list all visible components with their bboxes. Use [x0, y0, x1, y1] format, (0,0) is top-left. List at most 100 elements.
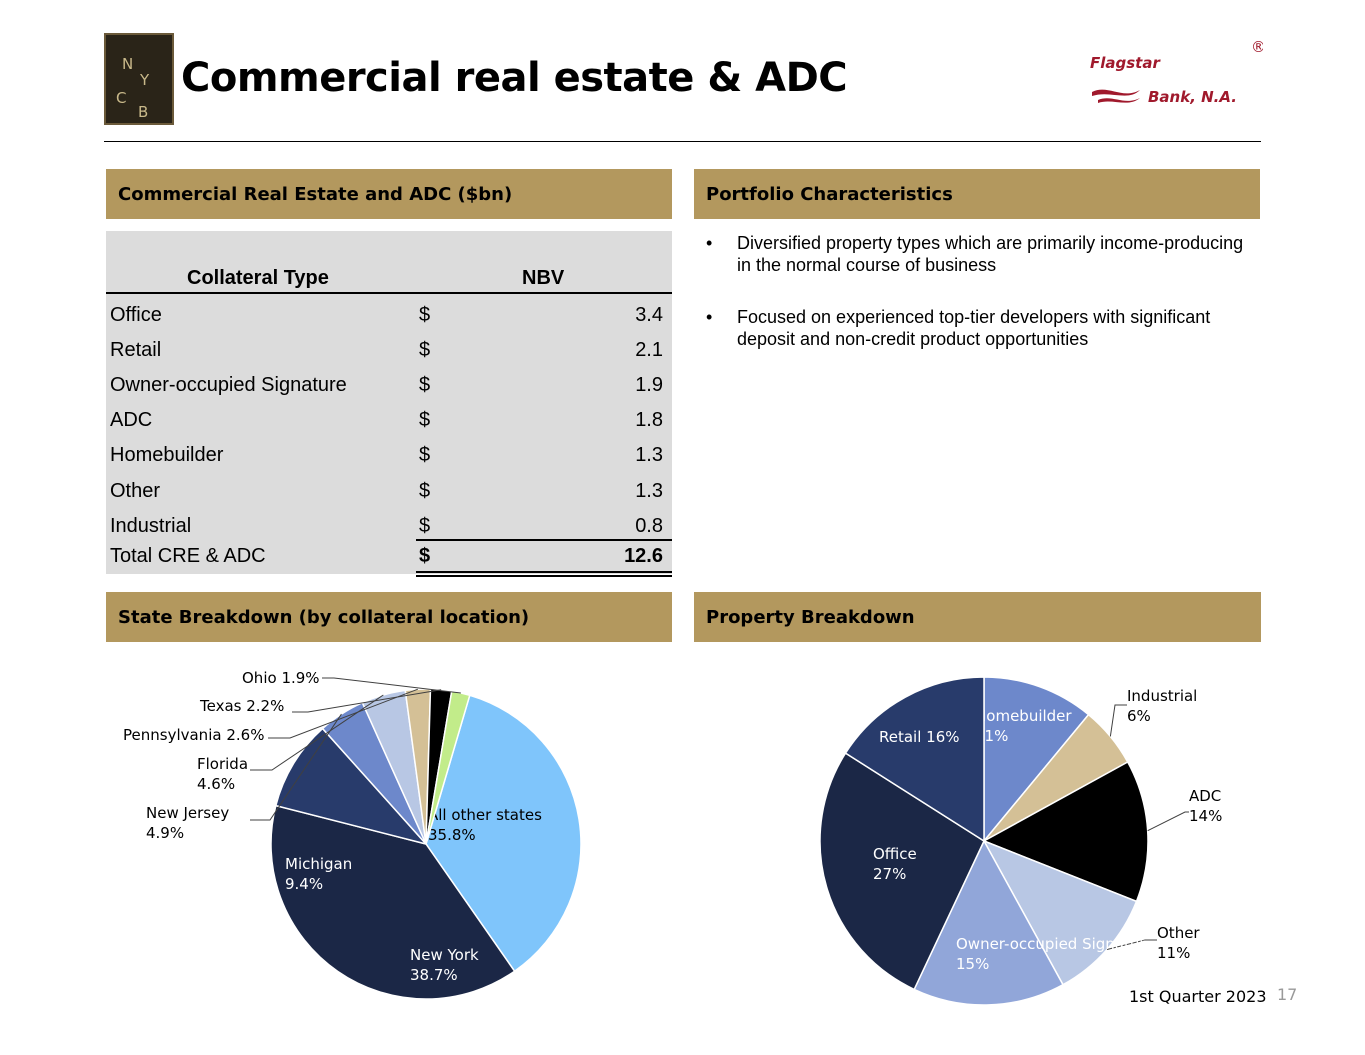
- slice-label: Florida: [197, 755, 248, 773]
- nbv-header: NBV: [522, 267, 565, 289]
- pie-slice: [982, 839, 1138, 986]
- leader-line: [1109, 704, 1127, 737]
- total-value: 12.6: [624, 545, 663, 567]
- table-row-currency: $: [419, 444, 431, 466]
- slice-label: Other: [1157, 924, 1200, 942]
- slice-label: All other states: [428, 806, 542, 824]
- leader-line: [322, 677, 461, 694]
- table-header-rule: [106, 292, 672, 294]
- total-double-rule-1: [416, 571, 672, 573]
- collateral-table: [106, 231, 672, 574]
- state-section-header: State Breakdown (by collateral location): [106, 592, 672, 642]
- slice-label-name: Industrial: [1127, 687, 1197, 705]
- slice-label: 15%: [956, 955, 989, 973]
- pie-slice: [844, 676, 985, 843]
- slice-label-name: Florida: [197, 755, 248, 773]
- pie-slice: [274, 727, 429, 846]
- leader-line: [250, 694, 384, 771]
- slice-label: New York: [410, 946, 479, 964]
- bullet-text: Diversified property types which are pri…: [737, 233, 1244, 275]
- slice-label: Pennsylvania 2.6%: [123, 726, 264, 744]
- slice-label-value: 6%: [1127, 707, 1151, 725]
- svg-text:Y: Y: [139, 71, 150, 89]
- slice-label: 4.6%: [197, 775, 235, 793]
- slice-label: Michigan: [285, 855, 352, 873]
- svg-text:C: C: [116, 89, 126, 107]
- slice-label-value: 35.8%: [428, 826, 476, 844]
- slice-label-value: 9.4%: [285, 875, 323, 893]
- table-row-value: 0.8: [635, 515, 663, 537]
- leader-line: [1106, 939, 1157, 950]
- leader-line: [250, 713, 342, 821]
- slice-label-value: 2.2%: [246, 697, 284, 715]
- table-row-label: Homebuilder: [110, 444, 224, 466]
- table-row-label: Office: [110, 304, 162, 326]
- slice-label: 14%: [1189, 807, 1222, 825]
- svg-text:Bank, N.A.: Bank, N.A.: [1148, 88, 1237, 106]
- slice-label: Owner-occupied Signature: [956, 935, 1154, 953]
- total-currency: $: [419, 545, 431, 567]
- slice-label-name: New Jersey: [146, 804, 229, 822]
- table-row-label: Retail: [110, 339, 162, 361]
- slice-label: 35.8%: [428, 826, 476, 844]
- slice-label: Industrial: [1127, 687, 1197, 705]
- table-row-label: Industrial: [110, 515, 192, 537]
- table-row-value: 3.4: [635, 304, 663, 326]
- table-row-value: 1.3: [635, 480, 663, 502]
- slice-label-name: New York: [410, 946, 479, 964]
- slice-label-value: 4.6%: [197, 775, 235, 793]
- slice-label-name: ADC: [1189, 787, 1221, 805]
- pie-slice: [819, 752, 985, 991]
- total-top-rule: [416, 539, 672, 541]
- table-row-label: Other: [110, 480, 161, 502]
- total-double-rule-2: [416, 575, 672, 577]
- slice-label: 27%: [873, 865, 906, 883]
- property-pie-chart: Homebuilder11%Industrial6%ADC14%Other11%…: [819, 676, 1222, 1006]
- slice-label: Texas 2.2%: [199, 697, 284, 715]
- slice-label: Retail 16%: [879, 728, 960, 746]
- table-row-currency: $: [419, 374, 431, 396]
- svg-text:B: B: [138, 103, 148, 121]
- slice-label-value: 38.7%: [410, 966, 458, 984]
- slice-label-name: Other: [1157, 924, 1200, 942]
- leader-line: [1147, 811, 1189, 832]
- slice-label: Office: [873, 845, 917, 863]
- total-label: Total CRE & ADC: [110, 545, 266, 567]
- slice-label: 11%: [1157, 944, 1190, 962]
- table-row-value: 1.9: [635, 374, 663, 396]
- svg-text:Flagstar: Flagstar: [1090, 54, 1161, 72]
- state-pie-chart: All other states 35.8% New York 38.7% Michig…: [123, 669, 582, 1000]
- table-row-label: Owner-occupied Signature: [110, 374, 347, 396]
- slice-label: Homebuilder: [975, 707, 1072, 725]
- table-row-currency: $: [419, 515, 431, 537]
- portfolio-section-header: Portfolio Characteristics: [694, 169, 1260, 219]
- portfolio-bullet: • Focused on experienced top-tier develo…: [706, 306, 1251, 350]
- table-row-currency: $: [419, 409, 431, 431]
- slice-label: New Jersey: [146, 804, 229, 822]
- slice-label: 6%: [1127, 707, 1151, 725]
- leader-line: [268, 688, 419, 739]
- header-divider: [104, 141, 1261, 142]
- pie-slice: [270, 804, 516, 1000]
- table-row-value: 1.3: [635, 444, 663, 466]
- pie-slice: [913, 839, 1065, 1006]
- slice-label-name: Pennsylvania: [123, 726, 222, 744]
- slice-label-value: 14%: [1189, 807, 1222, 825]
- slice-label-value: 27%: [873, 865, 906, 883]
- pie-slice: [425, 694, 582, 973]
- flagstar-logo: Flagstar ® Bank, N.A.: [1088, 30, 1266, 110]
- bullet-marker: •: [706, 233, 713, 253]
- slice-label-value: 2.6%: [226, 726, 264, 744]
- slice-label-value: 11%: [1157, 944, 1190, 962]
- slice-label-name: Office: [873, 845, 917, 863]
- table-row-value: 2.1: [635, 339, 663, 361]
- pie-slice: [425, 690, 471, 845]
- svg-text:N: N: [122, 55, 133, 73]
- pie-slice: [983, 676, 1090, 844]
- table-row-value: 1.8: [635, 409, 663, 431]
- slice-label: 9.4%: [285, 875, 323, 893]
- slice-label-value: 15%: [956, 955, 989, 973]
- nycb-logo: N Y C B: [104, 33, 174, 125]
- pie-slice: [982, 760, 1149, 903]
- property-section-header: Property Breakdown: [694, 592, 1261, 642]
